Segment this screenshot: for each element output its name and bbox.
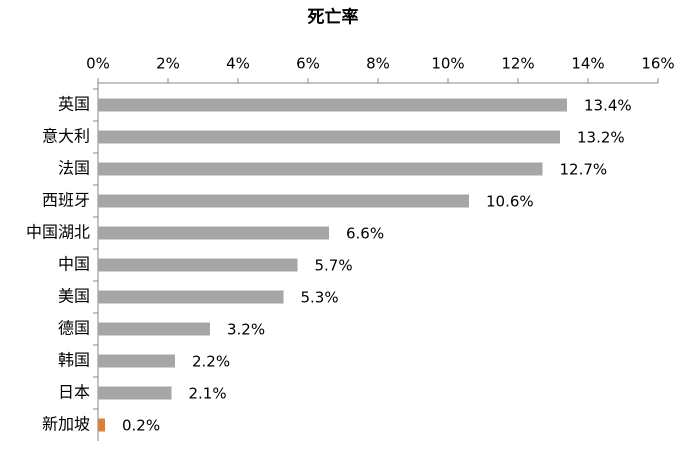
bar <box>98 418 105 432</box>
y-tick-label: 英国 <box>58 95 90 114</box>
y-tick-label: 新加坡 <box>42 415 90 434</box>
y-tick-label: 日本 <box>58 383 90 402</box>
bar <box>98 354 175 368</box>
x-tick-label: 10% <box>431 55 464 73</box>
value-label: 10.6% <box>486 193 534 211</box>
value-label: 5.3% <box>301 289 339 307</box>
bar <box>98 98 567 112</box>
value-label: 0.2% <box>122 417 160 435</box>
x-tick-label: 12% <box>501 55 534 73</box>
value-label: 2.1% <box>189 385 227 403</box>
chart-title: 死亡率 <box>308 7 359 28</box>
value-label: 13.2% <box>577 129 625 147</box>
bar <box>98 194 469 208</box>
bar <box>98 130 560 144</box>
x-tick-label: 6% <box>296 55 320 73</box>
y-tick-label: 美国 <box>58 287 90 306</box>
bar <box>98 386 172 400</box>
bar <box>98 162 543 176</box>
x-tick-label: 4% <box>226 55 250 73</box>
y-tick-label: 中国 <box>58 255 90 274</box>
value-label: 12.7% <box>560 161 608 179</box>
bar <box>98 226 329 240</box>
value-label: 6.6% <box>346 225 384 243</box>
value-label: 3.2% <box>227 321 265 339</box>
value-label: 13.4% <box>584 97 632 115</box>
bar <box>98 322 210 336</box>
x-tick-label: 8% <box>366 55 390 73</box>
value-label: 2.2% <box>192 353 230 371</box>
y-tick-label: 韩国 <box>58 351 90 370</box>
bar <box>98 290 284 304</box>
y-tick-label: 中国湖北 <box>26 223 90 242</box>
x-tick-label: 2% <box>156 55 180 73</box>
x-tick-label: 14% <box>571 55 604 73</box>
y-tick-label: 西班牙 <box>42 191 90 210</box>
bar <box>98 258 298 272</box>
x-tick-label: 16% <box>641 55 674 73</box>
y-tick-label: 德国 <box>58 319 90 338</box>
value-label: 5.7% <box>315 257 353 275</box>
x-tick-label: 0% <box>86 55 110 73</box>
y-tick-label: 意大利 <box>42 127 90 146</box>
y-tick-label: 法国 <box>58 159 90 178</box>
